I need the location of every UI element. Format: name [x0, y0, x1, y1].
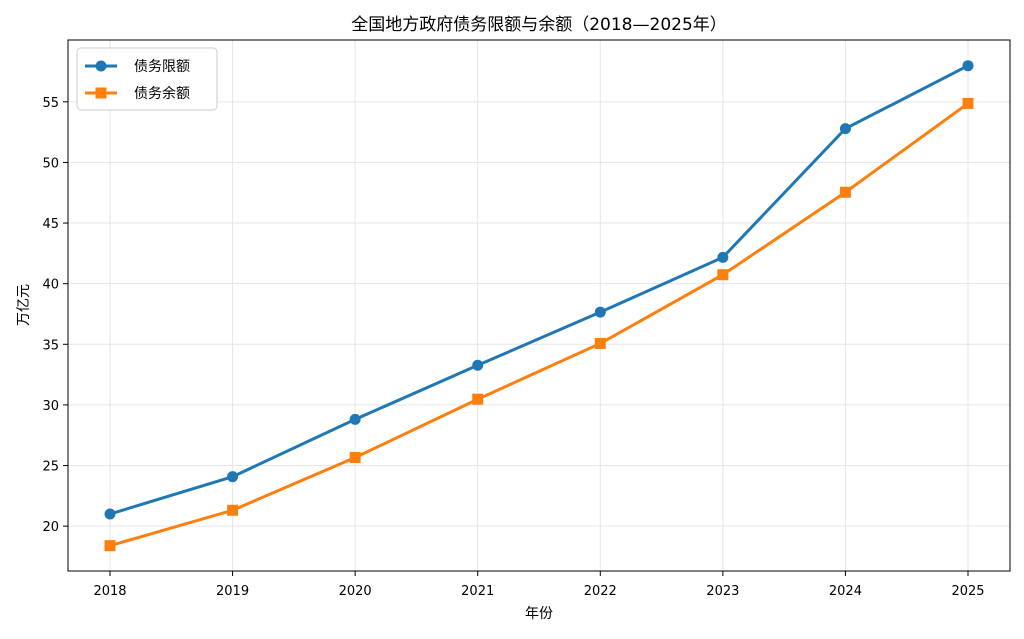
x-tick-label: 2020: [339, 584, 372, 599]
y-axis-label: 万亿元: [16, 284, 32, 326]
data-point: [717, 269, 729, 281]
y-tick-label: 50: [42, 156, 59, 171]
y-tick-label: 40: [42, 278, 59, 293]
data-point: [839, 186, 851, 198]
data-point: [349, 452, 361, 464]
legend-marker: [95, 87, 107, 99]
x-tick-label: 2018: [93, 584, 126, 599]
series-line-0: [109, 64, 969, 516]
data-point: [472, 359, 484, 371]
data-point: [962, 97, 974, 109]
legend-marker: [95, 60, 107, 72]
data-point: [104, 508, 116, 520]
data-point: [717, 251, 729, 263]
y-tick-label: 25: [42, 460, 59, 475]
x-tick-label: 2025: [951, 584, 984, 599]
chart-title: 全国地方政府债务限额与余额（2018—2025年）: [351, 15, 727, 35]
y-tick-label: 20: [42, 520, 59, 535]
data-point: [839, 123, 851, 135]
y-tick-label: 55: [42, 96, 59, 111]
x-tick-label: 2023: [706, 584, 739, 599]
x-tick-label: 2024: [829, 584, 862, 599]
y-tick-label: 35: [42, 338, 59, 353]
legend-label: 债务限额: [134, 59, 190, 75]
grid: [68, 40, 1010, 571]
series-group: [104, 60, 974, 552]
y-tick-label: 30: [42, 399, 59, 414]
x-tick-label: 2021: [461, 584, 494, 599]
data-point: [962, 60, 974, 72]
data-point: [594, 306, 606, 318]
y-tick-label: 45: [42, 217, 59, 232]
data-point: [472, 393, 484, 405]
x-tick-label: 2022: [584, 584, 617, 599]
data-point: [594, 337, 606, 349]
data-point: [349, 413, 361, 425]
data-point: [227, 504, 239, 516]
data-point: [227, 471, 239, 483]
legend-label: 债务余额: [134, 85, 190, 102]
series-line-1: [109, 102, 969, 548]
plot-frame: [67, 39, 1011, 572]
axes: 2018 2019 2020 2021 2022 2023 2024 202520253035…: [42, 39, 1011, 599]
x-tick-label: 2019: [216, 584, 249, 599]
x-axis-label: 年份: [525, 606, 553, 622]
data-point: [104, 540, 116, 552]
